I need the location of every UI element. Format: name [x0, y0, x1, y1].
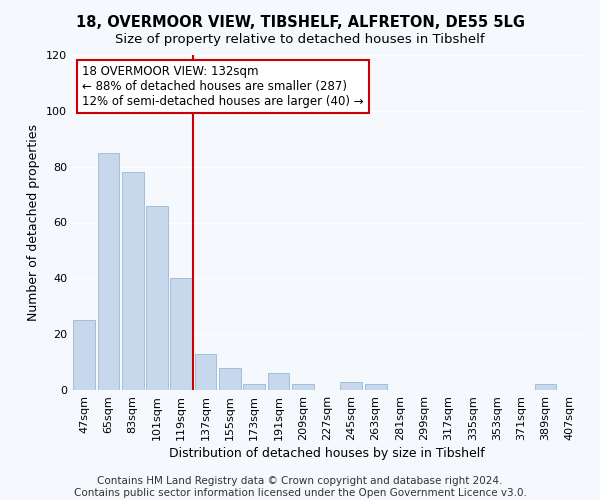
Bar [535, 384, 556, 390]
Text: 18, OVERMOOR VIEW, TIBSHELF, ALFRETON, DE55 5LG: 18, OVERMOOR VIEW, TIBSHELF, ALFRETON, D… [76, 15, 524, 30]
Text: 18 OVERMOOR VIEW: 132sqm
← 88% of detached houses are smaller (287)
12% of semi-: 18 OVERMOOR VIEW: 132sqm ← 88% of detach… [82, 65, 364, 108]
Bar [292, 384, 314, 390]
Bar [73, 320, 95, 390]
Bar [268, 373, 289, 390]
Y-axis label: Number of detached properties: Number of detached properties [28, 124, 40, 321]
Bar [122, 172, 143, 390]
Bar [146, 206, 168, 390]
Text: Size of property relative to detached houses in Tibshelf: Size of property relative to detached ho… [115, 32, 485, 46]
X-axis label: Distribution of detached houses by size in Tibshelf: Distribution of detached houses by size … [169, 447, 485, 460]
Bar [243, 384, 265, 390]
Bar [194, 354, 217, 390]
Bar [97, 152, 119, 390]
Bar [170, 278, 192, 390]
Bar [365, 384, 386, 390]
Bar [219, 368, 241, 390]
Bar [340, 382, 362, 390]
Text: Contains HM Land Registry data © Crown copyright and database right 2024.
Contai: Contains HM Land Registry data © Crown c… [74, 476, 526, 498]
